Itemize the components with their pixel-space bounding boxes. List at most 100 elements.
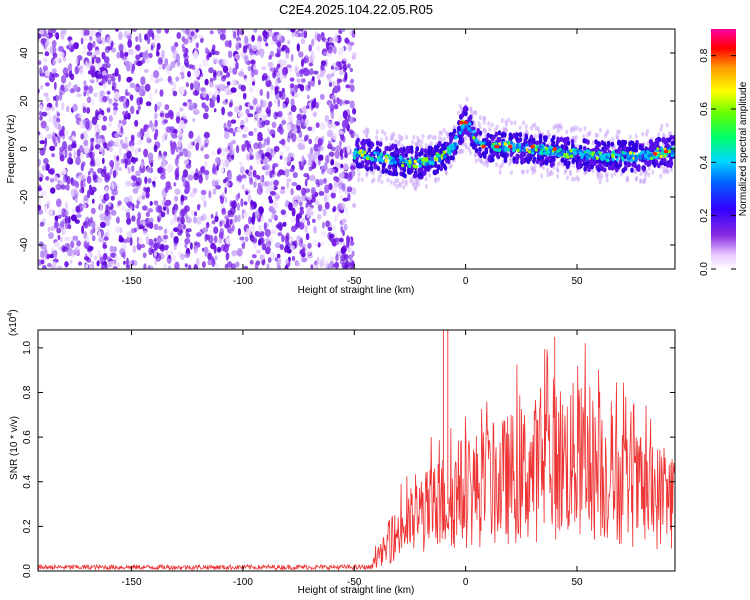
noise-blob (342, 63, 347, 73)
noise-blob (98, 95, 104, 103)
noise-blob (96, 73, 103, 80)
ridge-core-blob (540, 145, 544, 149)
noise-blob (179, 119, 185, 129)
ridge-halo-blob (482, 120, 486, 125)
noise-blob (311, 125, 317, 133)
ridge-halo-blob (582, 133, 586, 139)
noise-blob (126, 237, 130, 243)
noise-blob (220, 244, 227, 252)
x-tick-label: -100 (233, 276, 253, 287)
noise-blob (161, 134, 165, 144)
noise-blob (226, 81, 231, 86)
ridge-halo-blob (395, 184, 399, 190)
noise-blob (85, 264, 88, 269)
noise-blob (112, 169, 117, 179)
noise-blob (117, 123, 121, 128)
noise-blob (227, 111, 233, 117)
noise-blob (258, 206, 264, 215)
noise-blob (103, 56, 110, 64)
noise-blob (266, 263, 270, 269)
noise-blob (47, 111, 52, 118)
ridge-core-blob (418, 164, 422, 168)
noise-blob (285, 199, 289, 208)
noise-blob (204, 78, 209, 86)
ridge-band-blob (653, 162, 657, 168)
noise-blob (182, 102, 188, 107)
noise-blob (38, 198, 42, 205)
noise-blob (297, 29, 304, 32)
noise-blob (236, 202, 240, 212)
noise-blob (304, 178, 308, 187)
noise-blob (166, 64, 172, 71)
noise-blob (329, 256, 336, 262)
ridge-band-blob (667, 137, 671, 143)
ridge-core-blob (617, 153, 621, 158)
ridge-halo-blob (428, 172, 432, 178)
noise-blob (150, 265, 154, 269)
ridge-core-blob (448, 144, 452, 149)
ridge-halo-blob (366, 128, 370, 133)
noise-blob (271, 213, 277, 219)
ridge-band-blob (559, 136, 564, 142)
noise-blob (285, 46, 290, 55)
noise-blob (257, 224, 262, 231)
ridge-core-blob (405, 160, 409, 164)
noise-blob (113, 109, 117, 116)
noise-blob (163, 119, 168, 124)
noise-blob (126, 150, 132, 159)
ridge-core-blob (629, 154, 633, 159)
noise-blob (121, 118, 127, 126)
ridge-halo-blob (574, 135, 578, 140)
ridge-band-blob (551, 155, 555, 161)
noise-blob (178, 128, 183, 138)
noise-blob (332, 224, 336, 232)
noise-blob (42, 57, 48, 63)
ridge-core-blob (365, 156, 370, 161)
noise-blob (226, 155, 230, 160)
noise-blob (74, 198, 79, 203)
noise-blob (225, 181, 231, 187)
noise-blob (240, 84, 246, 92)
noise-blob (108, 115, 113, 122)
noise-blob (64, 243, 71, 250)
noise-blob (224, 177, 229, 182)
noise-blob (70, 214, 78, 222)
ridge-band-blob (375, 146, 380, 152)
ridge-halo-blob (522, 169, 525, 175)
ridge-halo-blob (417, 138, 421, 144)
ridge-core-blob (512, 143, 516, 147)
ridge-core-blob (465, 124, 469, 129)
ridge-core-blob (413, 159, 417, 164)
noise-blob (184, 243, 188, 249)
ridge-core-blob (453, 142, 457, 146)
ridge-halo-blob (442, 127, 446, 133)
noise-blob (224, 196, 228, 204)
noise-blob (45, 163, 50, 171)
noise-blob (160, 174, 166, 180)
ridge-halo-blob (666, 169, 670, 175)
noise-blob (95, 35, 102, 43)
colorbar: 0.00.20.40.60.8 Normalized spectral ampl… (699, 29, 749, 276)
ridge-band-blob (402, 167, 407, 173)
noise-blob (198, 63, 202, 71)
noise-blob (138, 237, 143, 245)
ridge-core-blob (650, 153, 654, 157)
noise-blob (236, 175, 240, 182)
noise-blob (342, 57, 349, 62)
noise-blob (291, 181, 298, 187)
ridge-band-blob (512, 132, 516, 138)
noise-blob (54, 241, 60, 248)
ridge-halo-blob (555, 123, 559, 129)
ridge-band-blob (399, 147, 403, 153)
noise-blob (131, 215, 136, 222)
noise-blob (220, 196, 224, 205)
ridge-band-blob (663, 157, 667, 163)
noise-blob (300, 196, 304, 201)
ridge-halo-blob (490, 122, 494, 128)
noise-blob (111, 182, 115, 190)
noise-blob (181, 74, 185, 80)
ridge-band-blob (401, 171, 405, 177)
noise-blob (212, 44, 216, 50)
noise-blob (93, 92, 98, 98)
ridge-core-blob (472, 136, 476, 140)
